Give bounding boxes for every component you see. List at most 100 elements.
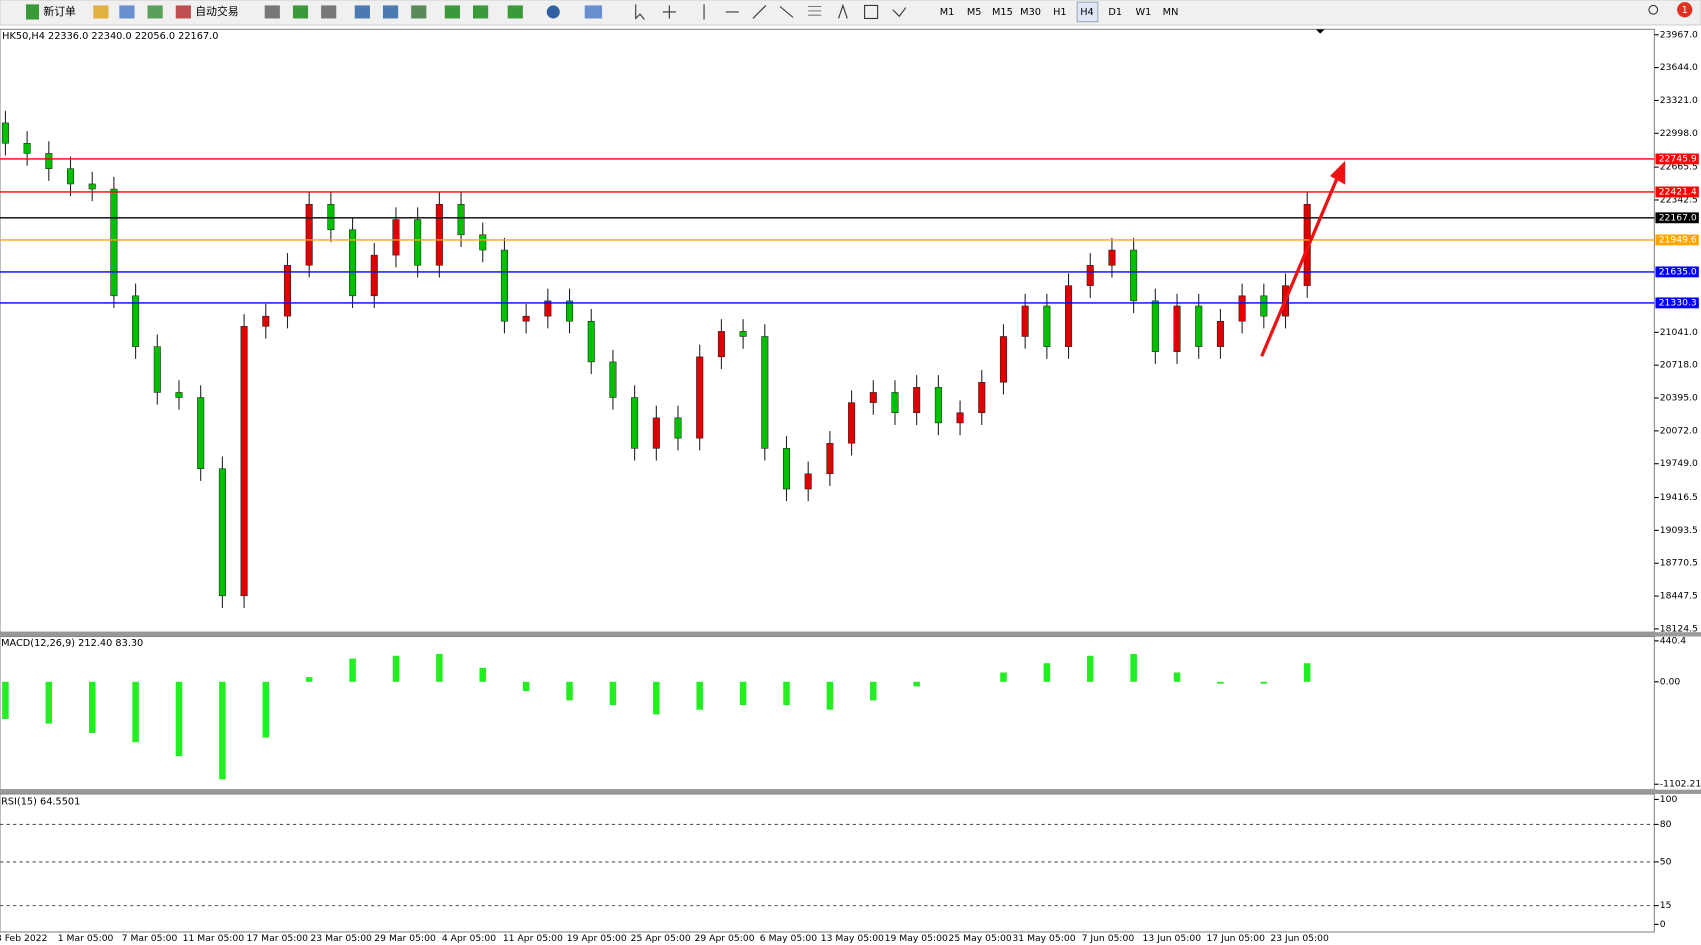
macd-bar xyxy=(1260,681,1268,684)
price-level-label: 21330.3 xyxy=(1659,297,1697,308)
timeframe-button[interactable]: D1 xyxy=(1108,7,1122,18)
timeframe-button[interactable]: H4 xyxy=(1080,7,1094,18)
macd-bar xyxy=(2,681,9,719)
timeframe-button[interactable]: M1 xyxy=(940,7,955,18)
candle-body xyxy=(1260,295,1268,317)
tool-icon[interactable] xyxy=(264,5,280,19)
macd-bar xyxy=(175,681,183,757)
tool-icon[interactable] xyxy=(292,5,309,19)
x-tick-label: 11 Apr 05:00 xyxy=(503,933,563,944)
cursor-tool[interactable] xyxy=(635,4,645,20)
price-level-tag xyxy=(1655,234,1699,246)
candle-body xyxy=(609,361,617,398)
candle-body xyxy=(717,331,725,358)
macd-bar xyxy=(783,681,790,706)
zoom-in[interactable] xyxy=(354,5,370,19)
candle-body xyxy=(652,417,660,449)
candle-body xyxy=(175,392,183,398)
candle-body xyxy=(1086,265,1094,286)
periods[interactable] xyxy=(546,5,560,19)
label-tool[interactable] xyxy=(864,4,879,20)
fibo-tool[interactable] xyxy=(779,6,794,18)
candle-body xyxy=(1043,305,1051,347)
candle-body xyxy=(1238,295,1246,322)
candle-body xyxy=(132,295,140,347)
x-tick-label: 17 Jun 05:00 xyxy=(1206,933,1265,944)
notification-badge[interactable] xyxy=(1677,2,1693,18)
y-tick-label: -1102.21 xyxy=(1660,779,1701,790)
macd-bar xyxy=(609,681,617,706)
price-level-tag xyxy=(1655,297,1699,309)
macd-bar xyxy=(1000,672,1007,682)
y-tick-label: 80 xyxy=(1660,819,1672,830)
crosshair-tool[interactable] xyxy=(662,5,676,19)
candle-body xyxy=(1065,285,1073,347)
arrow-tool[interactable] xyxy=(892,7,907,18)
plots: 3 Feb 2022 1 Mar 05:00 7 Mar 05:00 11 Mar 0… xyxy=(0,29,1701,944)
macd-bar xyxy=(566,681,573,701)
y-tick-label: 440.4 xyxy=(1660,635,1687,646)
x-tick-label: 7 Jun 05:00 xyxy=(1082,933,1135,944)
new-order-button[interactable]: 新订单 xyxy=(43,4,76,18)
macd-title: MACD(12,26,9) 212.40 83.30 xyxy=(1,638,143,649)
candle-body xyxy=(674,417,682,439)
y-tick-label: 22998.0 xyxy=(1660,128,1698,139)
x-tick-label: 17 Mar 05:00 xyxy=(247,933,309,944)
timeframe-button[interactable]: M30 xyxy=(1020,7,1041,18)
candle-body xyxy=(197,397,205,469)
tool-icon[interactable] xyxy=(321,5,337,19)
timeframe-button[interactable]: W1 xyxy=(1135,7,1151,18)
y-tick-label: 18447.5 xyxy=(1660,591,1698,602)
timeframe-button[interactable]: H1 xyxy=(1053,7,1067,18)
timeframe-button[interactable]: M5 xyxy=(967,7,982,18)
timeframe-button[interactable]: M15 xyxy=(992,7,1013,18)
tool-icon[interactable] xyxy=(444,5,460,19)
channel-tool[interactable] xyxy=(808,5,822,16)
text-tool[interactable] xyxy=(838,3,848,19)
x-tick-label: 31 May 05:00 xyxy=(1012,933,1075,944)
notification-count[interactable]: 1 xyxy=(1682,5,1688,16)
candle-body xyxy=(544,300,552,317)
macd-bar xyxy=(132,681,139,743)
tool-icon[interactable] xyxy=(93,5,109,19)
y-tick-label: 19749.0 xyxy=(1660,458,1698,469)
x-tick-label: 3 Feb 2022 xyxy=(0,933,47,944)
y-tick-label: 18770.5 xyxy=(1660,558,1698,569)
y-tick-label: 23644.0 xyxy=(1660,62,1698,73)
y-tick-label: 20395.0 xyxy=(1660,393,1698,404)
candle-body xyxy=(283,265,292,317)
zoom-out[interactable] xyxy=(382,5,399,19)
macd-bar xyxy=(479,667,486,682)
macd-bar xyxy=(1130,653,1137,682)
indicators[interactable] xyxy=(507,5,523,19)
candle-body xyxy=(88,183,96,190)
candle-body xyxy=(913,387,921,414)
price-level-label: 21949.6 xyxy=(1659,234,1697,245)
trendline-tool[interactable] xyxy=(752,5,767,19)
search[interactable] xyxy=(1648,4,1659,15)
tool-icon[interactable] xyxy=(147,5,163,19)
price-level-tag xyxy=(1655,266,1699,278)
new-order-icon[interactable] xyxy=(26,4,40,20)
macd-bar xyxy=(653,681,660,715)
candle-body xyxy=(869,392,877,403)
candle-body xyxy=(1173,305,1181,353)
candle-body xyxy=(956,412,964,424)
templates[interactable] xyxy=(584,5,603,19)
tool-icon[interactable] xyxy=(472,5,489,19)
macd-bar xyxy=(262,681,270,738)
tool-icon[interactable] xyxy=(411,5,427,19)
toolbar: 新订单 自动交易 M1 M5 M15 M30 H1 H4 D1 W1 MN 1 xyxy=(0,0,1701,26)
candle-body xyxy=(45,153,53,169)
auto-trading-button[interactable]: 自动交易 xyxy=(195,4,238,18)
macd-bar xyxy=(219,681,226,780)
price-level-label: 21635.0 xyxy=(1659,266,1697,277)
toolbar-bg xyxy=(0,0,1701,26)
macd-bar xyxy=(1043,663,1051,682)
tool-icon[interactable] xyxy=(119,5,135,19)
auto-trading-icon[interactable] xyxy=(175,5,191,19)
x-tick-label: 11 Mar 05:00 xyxy=(183,933,245,944)
timeframe-button[interactable]: MN xyxy=(1163,7,1179,18)
